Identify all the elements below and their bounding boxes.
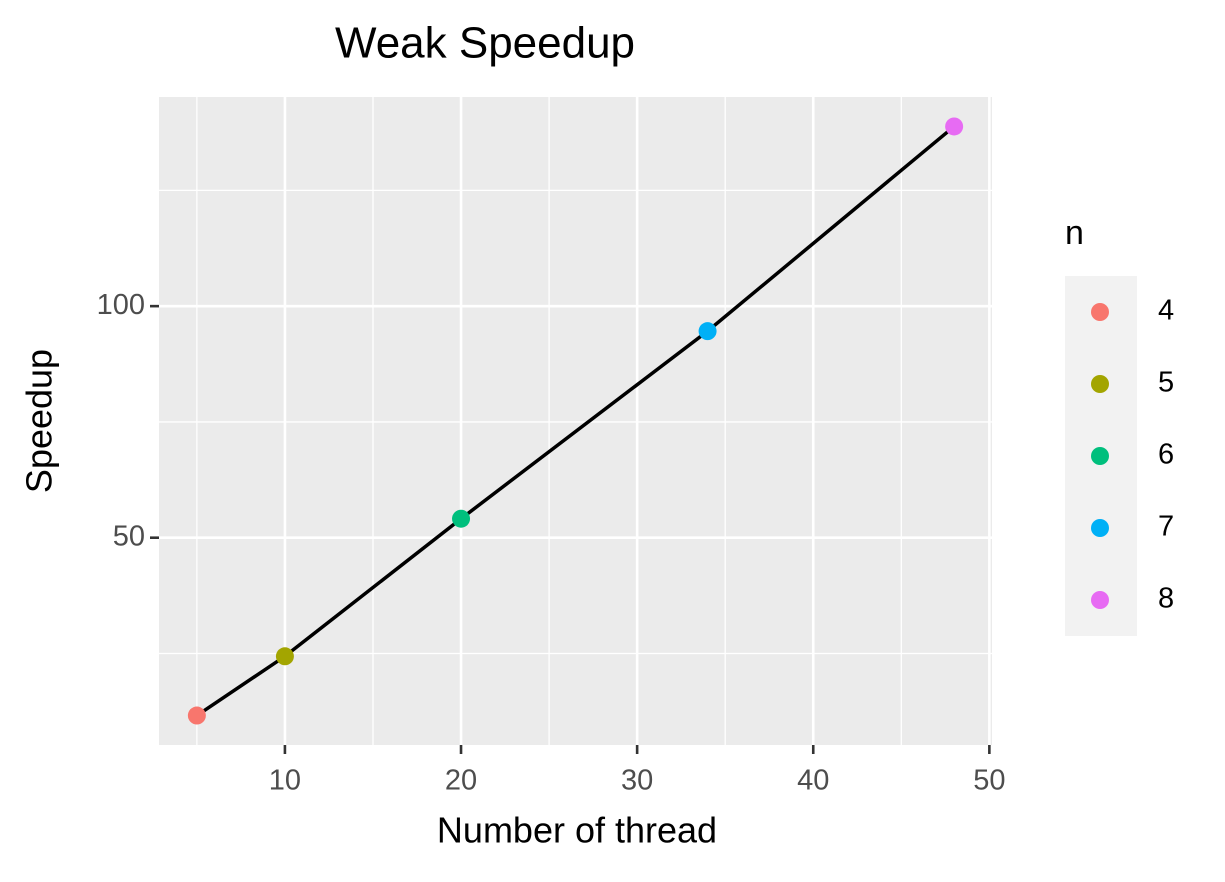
panel xyxy=(159,97,992,745)
legend-label: 5 xyxy=(1158,367,1174,399)
legend-key xyxy=(1091,447,1109,465)
legend-key xyxy=(1091,591,1109,609)
point xyxy=(275,647,294,666)
legend-key xyxy=(1091,303,1109,321)
legend-title: n xyxy=(1065,214,1084,252)
x-tick-label: 10 xyxy=(269,765,301,797)
point xyxy=(698,322,717,341)
x-tick-label: 30 xyxy=(621,765,653,797)
legend-key xyxy=(1091,375,1109,393)
y-tick-label: 100 xyxy=(97,289,145,321)
y-tick-label: 50 xyxy=(113,520,145,552)
point xyxy=(452,509,471,528)
y-axis-title: Speedup xyxy=(19,349,60,493)
point xyxy=(187,706,206,725)
x-tick-label: 20 xyxy=(445,765,477,797)
x-tick-label: 40 xyxy=(797,765,829,797)
legend-label: 7 xyxy=(1158,511,1174,543)
legend-key xyxy=(1091,519,1109,537)
x-axis-title: Number of thread xyxy=(437,810,717,851)
x-tick-label: 50 xyxy=(973,765,1005,797)
point xyxy=(945,117,964,136)
legend-label: 6 xyxy=(1158,439,1174,471)
legend-label: 4 xyxy=(1158,295,1174,327)
legend-label: 8 xyxy=(1158,583,1174,615)
chart-title: Weak Speedup xyxy=(335,19,635,68)
